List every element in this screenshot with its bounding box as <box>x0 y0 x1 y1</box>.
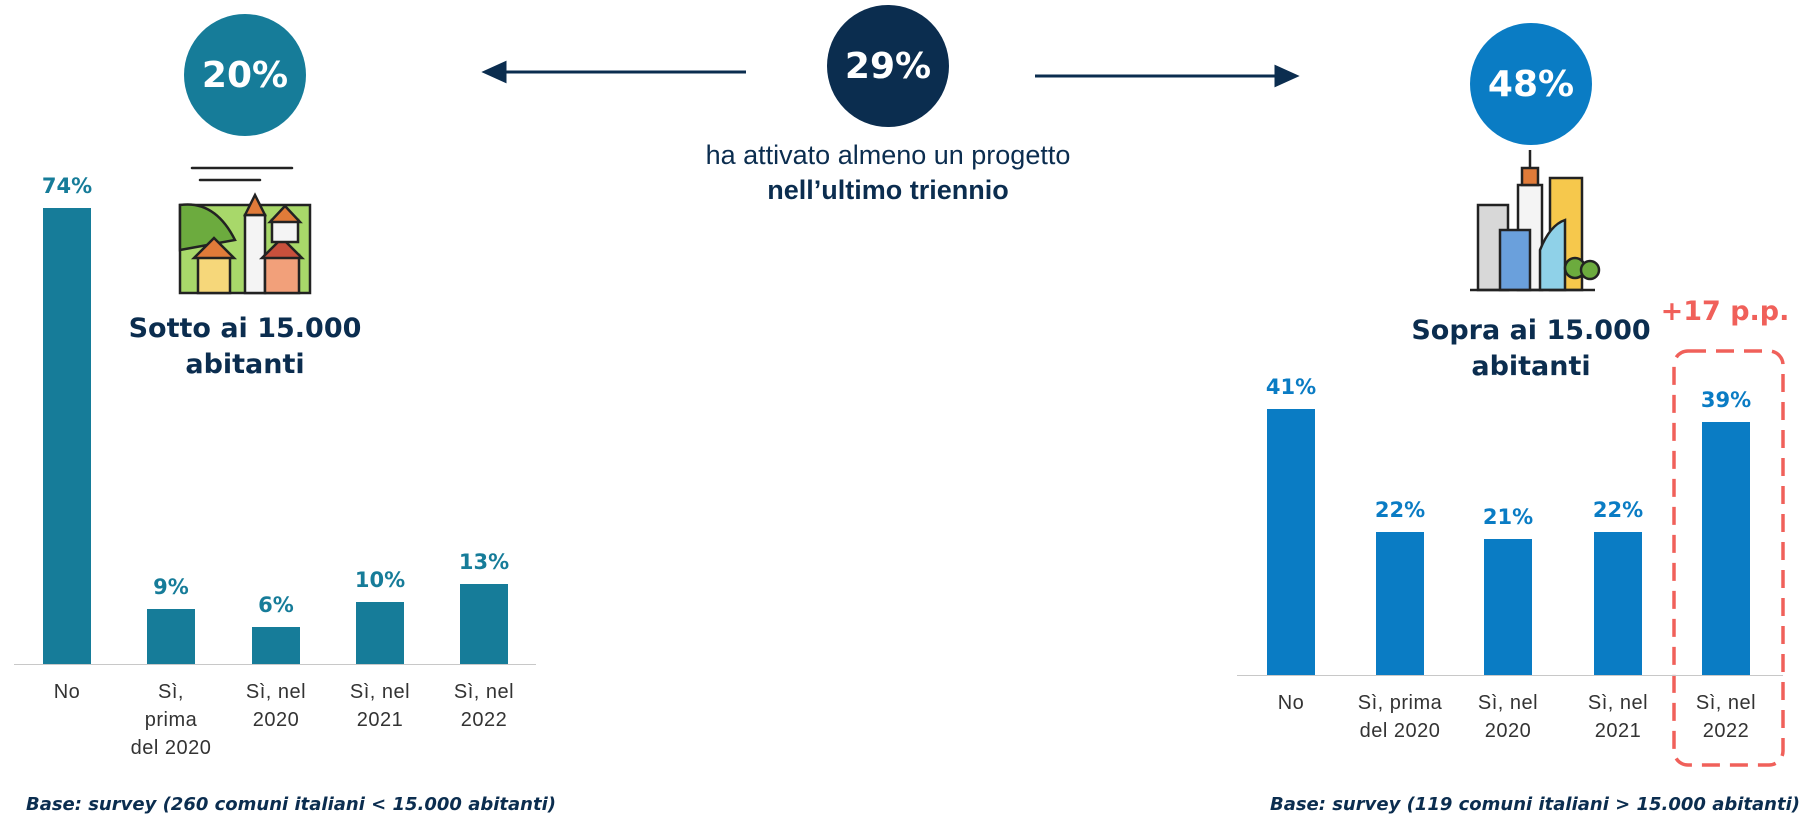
value-label: 22% <box>1592 498 1644 523</box>
value-label: 10% <box>354 568 406 593</box>
x-tick-label: No <box>1277 692 1305 714</box>
bar <box>147 608 195 664</box>
summary-circle: 29% <box>827 5 949 127</box>
x-tick-label: No <box>53 681 81 703</box>
x-tick-label: Sì, prima del 2020 <box>1357 692 1443 742</box>
x-tick-label: Sì, nel 2020 <box>245 681 307 731</box>
annotation: +17 p.p. <box>1660 296 1790 327</box>
value-label: 22% <box>1374 498 1426 523</box>
value-label: 41% <box>1265 375 1317 400</box>
bar <box>43 208 91 664</box>
x-axis <box>1237 675 1783 676</box>
x-tick-label: Sì, nel 2021 <box>349 681 411 731</box>
arrows <box>481 60 1300 88</box>
base-note: Base: survey (260 comuni italiani < 15.0… <box>25 794 556 815</box>
bar <box>1594 532 1642 675</box>
city-icon <box>1470 150 1601 292</box>
summary-bold: nell’ultimo triennio <box>767 175 1009 205</box>
highlight-circle: 20% <box>184 14 306 136</box>
x-tick-label: Sì, nel 2020 <box>1477 692 1539 742</box>
value-label: 9% <box>153 574 189 599</box>
summary-text: ha attivato almeno un progetto nell’ulti… <box>688 138 1088 208</box>
x-tick-label: Sì, nel 2022 <box>453 681 515 731</box>
bar <box>252 627 300 664</box>
chart-title: Sotto ai 15.000 abitanti <box>128 313 362 380</box>
highlight-box <box>1672 349 1785 767</box>
bar <box>356 602 404 664</box>
value-label: 74% <box>41 174 93 199</box>
x-tick-label: Sì, nel 2022 <box>1695 692 1757 742</box>
bar <box>1702 422 1750 675</box>
value-label: 39% <box>1700 388 1752 413</box>
summary-plain: ha attivato almeno un progetto <box>705 140 1071 170</box>
bar <box>1267 409 1315 675</box>
chart-title: Sopra ai 15.000 abitanti <box>1411 315 1651 382</box>
x-tick-label: Sì, prima del 2020 <box>130 681 212 759</box>
x-axis <box>14 664 536 665</box>
highlight-circle: 48% <box>1470 23 1592 145</box>
value-label: 21% <box>1482 504 1534 529</box>
base-note: Base: survey (119 comuni italiani > 15.0… <box>1269 794 1800 815</box>
village-icon <box>178 166 312 295</box>
bar <box>460 583 508 664</box>
x-tick-label: Sì, nel 2021 <box>1587 692 1649 742</box>
value-label: 6% <box>258 593 294 618</box>
bar <box>1376 532 1424 675</box>
value-label: 13% <box>458 549 510 574</box>
bar <box>1484 538 1532 675</box>
